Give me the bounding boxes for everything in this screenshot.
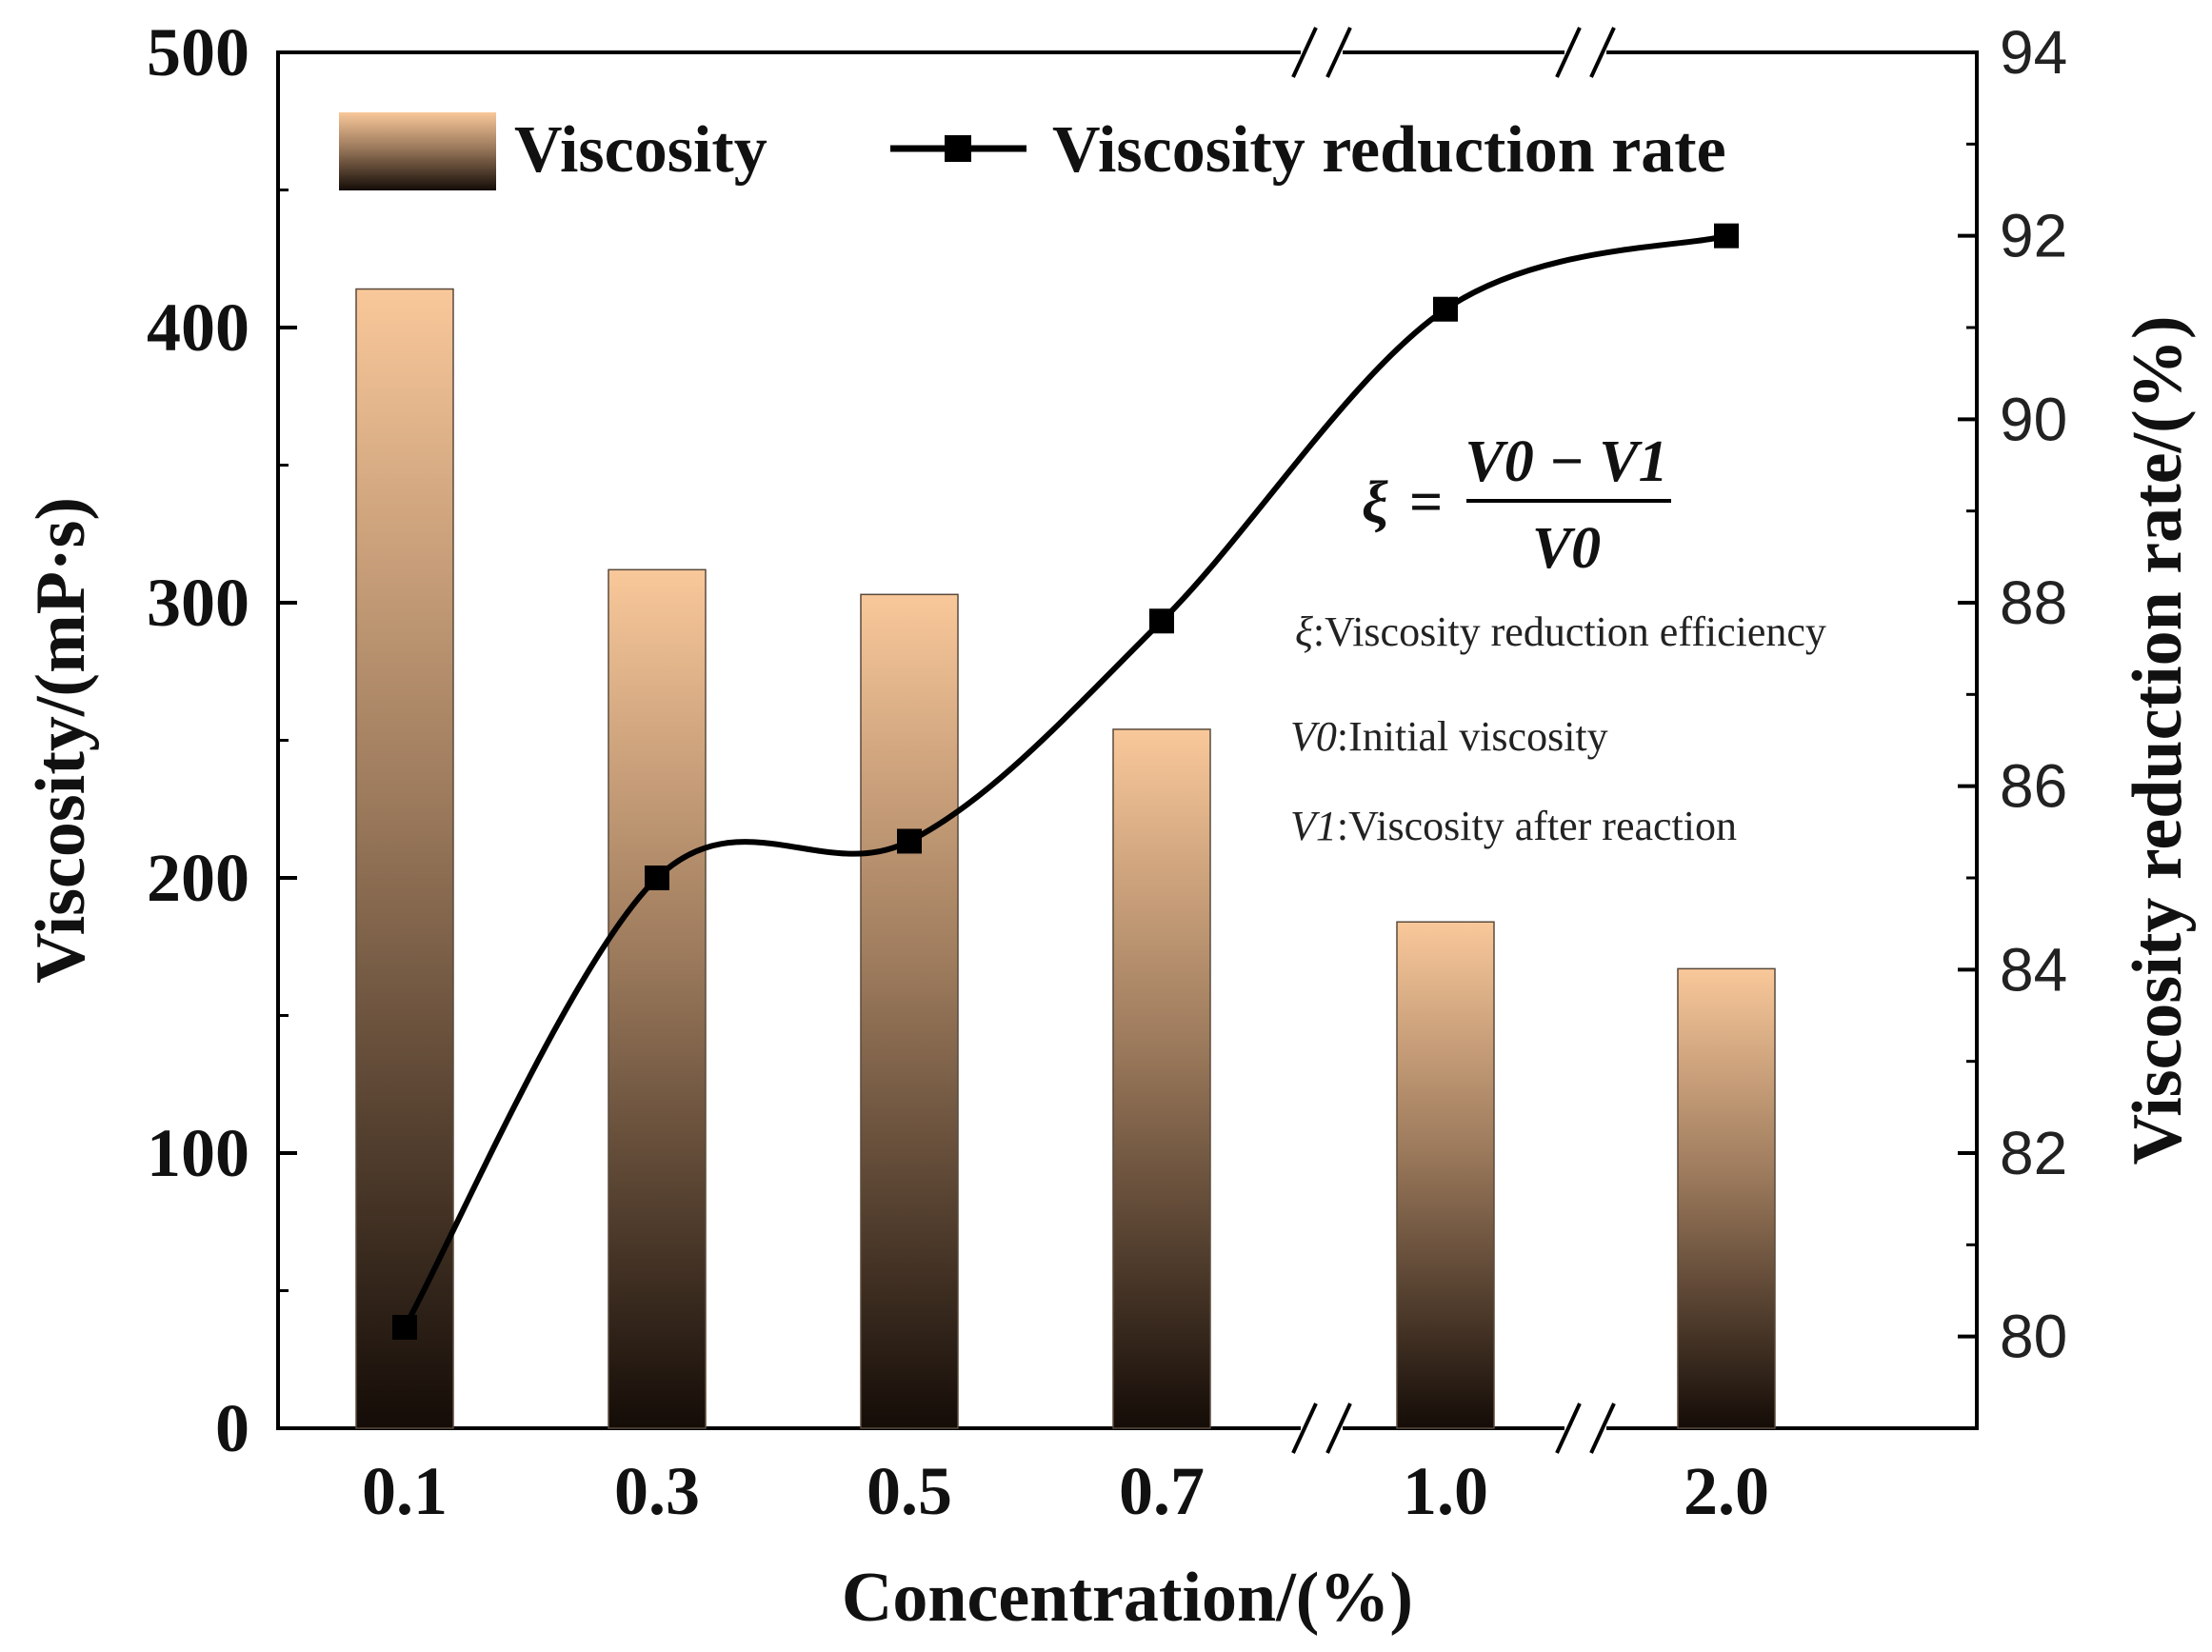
annotation-v0: V0:Initial viscosity — [1290, 713, 1608, 760]
rate-point-0.7 — [1149, 608, 1174, 634]
y2-axis-title: Viscosity reduction rate/(%) — [2119, 316, 2197, 1165]
reduction-rate-line — [402, 232, 1727, 1329]
axes-layer: 0 100 200 300 400 500 80 82 84 86 88 90 92 94 0.1 0.3 0.… — [147, 14, 2067, 1529]
formula-equals: = — [1409, 470, 1443, 535]
y2-tick-label: 82 — [2000, 1119, 2067, 1187]
formula-denominator: V0 — [1532, 516, 1601, 581]
axis-break-gap — [1301, 43, 1343, 62]
y2-tick-label: 84 — [2000, 935, 2067, 1004]
axis-break-gap — [1564, 43, 1606, 62]
bar-0.5 — [860, 593, 959, 1429]
rate-point-0.3 — [645, 866, 669, 890]
y-tick-label: 0 — [215, 1390, 249, 1466]
y-tick-label: 200 — [147, 840, 249, 916]
formula-numerator: V0 − V1 — [1465, 429, 1667, 494]
x-tick-label-0.7: 0.7 — [1119, 1453, 1205, 1529]
y-axis-title: Viscosity/(mP·s) — [22, 497, 100, 984]
y2-tick-label: 80 — [2000, 1303, 2067, 1371]
x-tick-label-2.0: 2.0 — [1684, 1453, 1769, 1529]
axis-break-mark — [1555, 1403, 1616, 1454]
y2-tick-label: 92 — [2000, 202, 2067, 270]
axis-break-mark — [1291, 27, 1352, 78]
rate-point-0.1 — [392, 1315, 417, 1341]
bar-1.0 — [1396, 921, 1495, 1429]
legend-label-reduction-rate: Viscosity reduction rate — [1052, 113, 1726, 187]
formula: ξ = V0 − V1 V0 — [1362, 429, 1671, 581]
y-tick-label: 400 — [147, 289, 249, 366]
axis-break-mark — [1555, 27, 1616, 78]
axis-break-mark — [1291, 1403, 1352, 1454]
bars-layer — [355, 288, 1776, 1429]
bar-0.7 — [1112, 728, 1211, 1429]
axis-break-gap — [1301, 1419, 1343, 1438]
y-tick-label: 300 — [147, 565, 249, 641]
axis-break-gap — [1564, 1419, 1606, 1438]
annotation-v1: V1:Viscosity after reaction — [1290, 803, 1737, 849]
annotations: ξ:Viscosity reduction efficiency V0:Init… — [1290, 608, 1826, 849]
legend-line-marker — [945, 135, 971, 162]
legend-bar-swatch — [339, 112, 496, 190]
x-tick-label-0.3: 0.3 — [614, 1453, 700, 1529]
y-tick-label: 500 — [147, 14, 249, 90]
legend-label-viscosity: Viscosity — [514, 113, 767, 187]
annotation-xi: ξ:Viscosity reduction efficiency — [1295, 608, 1826, 655]
bar-0.3 — [608, 568, 707, 1429]
y-tick-label: 100 — [147, 1115, 249, 1191]
x-tick-label-0.1: 0.1 — [362, 1453, 448, 1529]
line-layer — [392, 223, 1739, 1341]
y2-tick-label: 86 — [2000, 752, 2067, 821]
rate-point-0.5 — [897, 828, 922, 854]
legend: Viscosity Viscosity reduction rate — [339, 112, 1726, 190]
rate-point-2.0 — [1714, 223, 1739, 249]
x-axis-title: Concentration/(%) — [842, 1559, 1413, 1637]
rate-point-1.0 — [1433, 296, 1458, 322]
y2-tick-label: 94 — [2000, 18, 2067, 87]
bar-0.1 — [355, 288, 454, 1429]
formula-symbol: ξ — [1362, 470, 1388, 535]
x-tick-label-0.5: 0.5 — [867, 1453, 952, 1529]
bar-2.0 — [1677, 967, 1776, 1429]
y2-tick-label: 88 — [2000, 568, 2067, 637]
y2-tick-label: 90 — [2000, 385, 2067, 453]
x-tick-label-1.0: 1.0 — [1403, 1453, 1488, 1529]
